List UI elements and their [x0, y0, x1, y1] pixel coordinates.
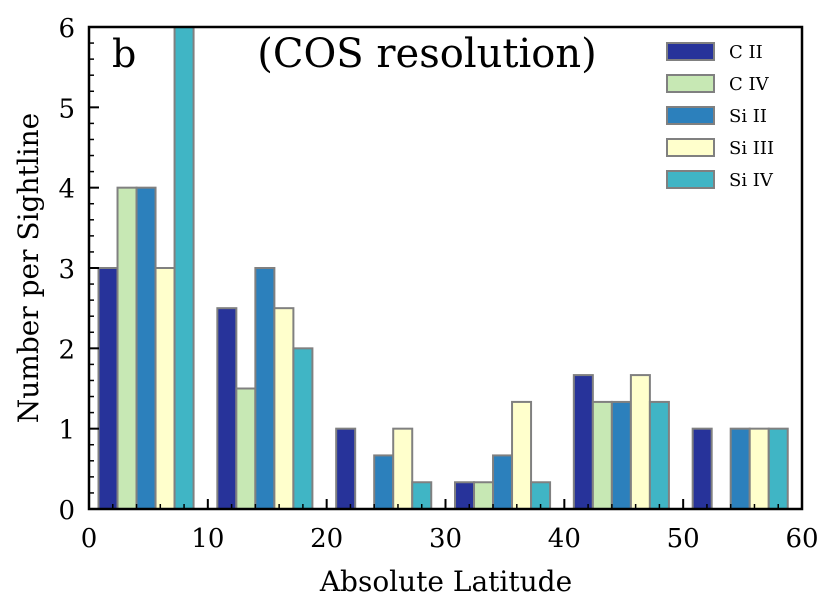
bar-si-iv-bin-5 [767, 427, 789, 510]
bar-c-iv-bin-4 [591, 400, 613, 511]
y-tick-label: 0 [58, 496, 75, 526]
x-axis-ticks: 0 10 20 30 40 50 60 [81, 499, 819, 554]
x-tick-label: 10 [191, 524, 224, 554]
legend-label-si-ii: Si II [729, 106, 767, 127]
bars-group [97, 26, 789, 511]
y-axis-ticks: 0 1 2 3 4 5 6 [58, 14, 99, 526]
y-tick-label: 3 [58, 255, 75, 285]
bar-c-iv-bin-0 [116, 186, 138, 511]
y-tick-label: 5 [58, 94, 75, 124]
bar-si-ii-bin-3 [492, 454, 514, 510]
bar-si-iii-bin-1 [273, 307, 295, 510]
x-tick-label: 0 [81, 524, 98, 554]
y-tick-label: 1 [58, 416, 75, 446]
legend: C II C IV Si II Si III Si IV [666, 42, 774, 191]
x-tick-label: 20 [310, 524, 343, 554]
legend-label-c-ii: C II [729, 42, 763, 63]
x-tick-label: 30 [429, 524, 462, 554]
bar-si-ii-bin-1 [254, 267, 276, 510]
legend-swatch-c-ii [666, 42, 715, 61]
bar-c-ii-bin-3 [454, 481, 476, 510]
bar-si-iii-bin-0 [154, 267, 176, 510]
legend-swatch-si-ii [666, 106, 715, 125]
bar-si-ii-bin-2 [373, 454, 395, 510]
bar-si-ii-bin-5 [729, 427, 751, 510]
x-axis-label: Absolute Latitude [319, 565, 572, 598]
y-tick-label: 6 [58, 14, 75, 44]
legend-swatch-si-iv [666, 170, 715, 189]
x-tick-label: 40 [548, 524, 581, 554]
bar-si-iii-bin-5 [748, 427, 770, 510]
bar-si-iii-bin-3 [511, 400, 533, 511]
legend-swatch-c-iv [666, 74, 715, 93]
legend-label-c-iv: C IV [729, 74, 770, 95]
bar-si-iii-bin-2 [392, 427, 414, 510]
bar-c-ii-bin-0 [97, 267, 119, 510]
y-axis-label: Number per Sightline [12, 113, 45, 424]
bar-c-iv-bin-3 [473, 481, 495, 510]
chart-title: (COS resolution) [257, 31, 596, 77]
legend-label-si-iv: Si IV [729, 170, 774, 191]
bar-c-ii-bin-5 [691, 427, 713, 510]
bar-c-iv-bin-1 [235, 387, 257, 510]
bar-si-ii-bin-0 [135, 186, 157, 511]
x-tick-label: 60 [785, 524, 818, 554]
bar-c-ii-bin-1 [216, 307, 238, 510]
panel-label: b [112, 32, 136, 76]
bar-si-iv-bin-0 [173, 26, 195, 510]
bar-si-iv-bin-1 [292, 347, 314, 511]
bar-si-iii-bin-4 [629, 374, 651, 510]
bar-c-ii-bin-2 [335, 427, 357, 510]
x-tick-label: 50 [667, 524, 700, 554]
legend-swatch-si-iii [666, 138, 715, 157]
bar-c-ii-bin-4 [572, 374, 594, 510]
y-tick-label: 2 [58, 335, 75, 365]
legend-label-si-iii: Si III [729, 138, 774, 159]
bar-si-ii-bin-4 [610, 400, 632, 511]
y-tick-label: 4 [58, 175, 75, 205]
bar-si-iv-bin-4 [648, 400, 670, 511]
